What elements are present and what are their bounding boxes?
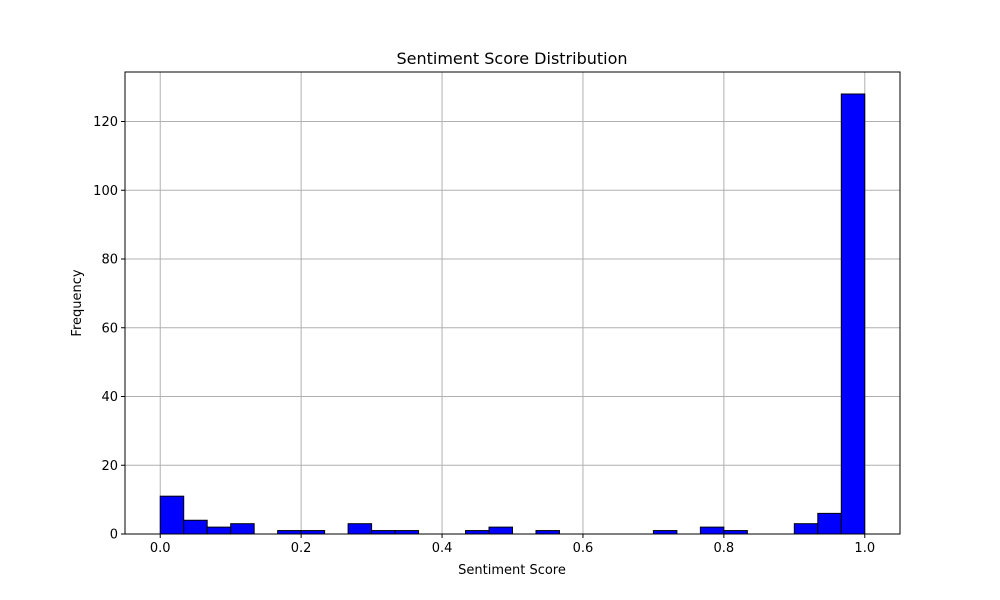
histogram-bar <box>371 530 396 535</box>
x-tick-label: 0.0 <box>150 541 171 556</box>
histogram-bar <box>535 530 560 535</box>
histogram-bar <box>230 523 255 535</box>
histogram-bar <box>300 530 326 535</box>
x-tick-label: 0.2 <box>291 541 312 556</box>
y-tick-label: 80 <box>101 253 118 268</box>
y-tick-label: 100 <box>93 184 118 199</box>
histogram-bar <box>793 523 819 535</box>
y-axis-ticks: 0 20 40 60 80 100 120 <box>93 115 125 543</box>
histogram-bar <box>465 530 490 535</box>
histogram-bar <box>699 526 725 535</box>
histogram-bar <box>488 526 513 535</box>
histogram-bar <box>206 526 232 535</box>
y-tick-label: 120 <box>93 115 118 130</box>
plot-frame <box>124 71 901 535</box>
y-tick-label: 20 <box>101 459 118 474</box>
chart-title: Sentiment Score Distribution <box>396 49 627 68</box>
y-tick-label: 0 <box>110 528 118 543</box>
x-tick-label: 0.6 <box>573 541 594 556</box>
histogram-bar <box>183 519 208 535</box>
y-tick-label: 60 <box>101 321 118 336</box>
x-axis-label: Sentiment Score <box>458 563 566 578</box>
histogram-bar <box>652 530 678 535</box>
histogram-bar <box>347 523 373 535</box>
histogram-bar <box>394 530 420 535</box>
histogram-bar <box>723 530 748 535</box>
histogram-bar <box>159 495 185 535</box>
x-tick-label: 0.4 <box>432 541 453 556</box>
grid-lines <box>125 72 900 535</box>
histogram-bar <box>817 512 842 535</box>
y-tick-label: 40 <box>101 390 118 405</box>
x-axis-ticks: 0.0 0.2 0.4 0.6 0.8 1.0 <box>150 534 875 556</box>
x-tick-label: 0.8 <box>714 541 735 556</box>
histogram-bar <box>277 530 302 535</box>
y-axis-label: Frequency <box>70 269 85 336</box>
x-tick-label: 1.0 <box>854 541 875 556</box>
histogram-bar <box>840 93 866 535</box>
histogram-bars <box>159 93 866 535</box>
